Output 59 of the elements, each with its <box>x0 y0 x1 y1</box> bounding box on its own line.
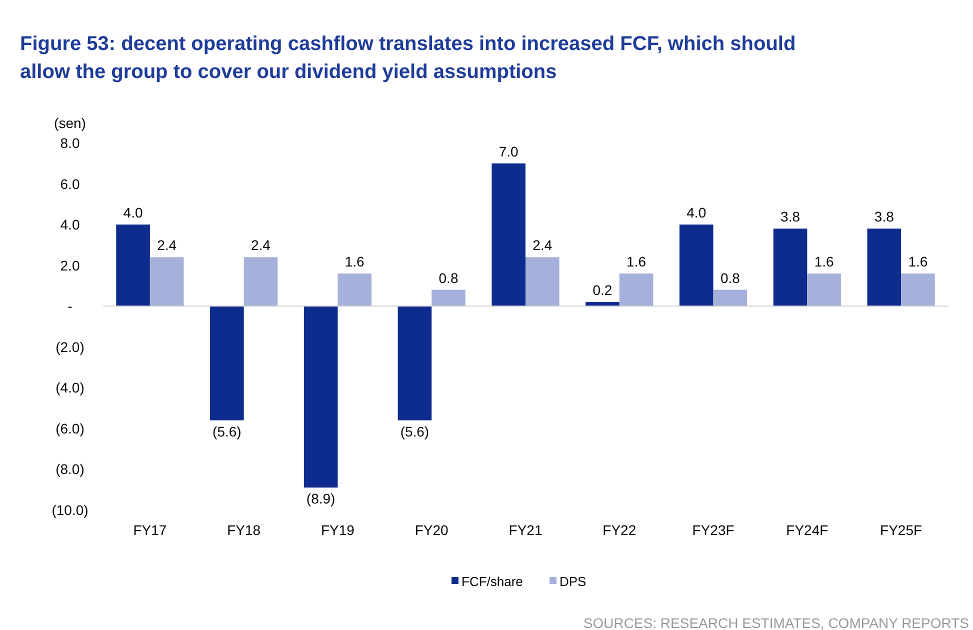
y-tick-label: 6.0 <box>60 176 80 192</box>
data-label: 4.0 <box>123 204 143 221</box>
data-label: 7.0 <box>498 143 519 160</box>
bar <box>901 273 935 306</box>
bar <box>398 306 432 420</box>
bar <box>244 257 278 306</box>
bar <box>526 257 560 306</box>
y-tick-label: (6.0) <box>56 420 84 436</box>
x-tick-label: FY24F <box>786 522 828 538</box>
data-label: (5.6) <box>212 423 242 440</box>
data-label: 0.2 <box>592 282 612 298</box>
x-tick-label: FY20 <box>414 522 449 538</box>
x-tick-label: FY17 <box>133 522 167 538</box>
bar <box>210 306 244 420</box>
data-label: 3.8 <box>780 208 800 225</box>
data-label: (8.9) <box>306 490 336 507</box>
bar <box>116 224 150 306</box>
bar <box>619 273 654 306</box>
data-label: 1.6 <box>908 253 928 270</box>
x-tick-label: FY22 <box>602 522 636 538</box>
data-label: 1.6 <box>626 253 646 270</box>
x-tick-label: FY21 <box>508 522 542 538</box>
bar <box>338 273 372 306</box>
legend-label: FCF/share <box>462 574 523 589</box>
bar <box>867 228 902 306</box>
x-tick-label: FY18 <box>227 522 261 538</box>
y-tick-label: 2.0 <box>60 257 80 274</box>
bar <box>432 290 466 306</box>
data-label: 3.8 <box>874 208 894 225</box>
legend-label: DPS <box>560 574 587 589</box>
bar <box>304 306 338 488</box>
data-label: 2.4 <box>532 237 552 254</box>
data-label: 1.6 <box>814 253 834 270</box>
y-tick-label: (4.0) <box>56 380 84 396</box>
bar <box>807 273 841 306</box>
y-tick-label: - <box>68 298 73 314</box>
y-tick-label: (10.0) <box>52 502 88 518</box>
bar <box>492 163 526 306</box>
data-label: 0.8 <box>720 270 740 286</box>
data-label: 1.6 <box>344 253 365 270</box>
bar <box>679 224 714 306</box>
data-label: 2.4 <box>157 237 177 254</box>
y-tick-label: 4.0 <box>60 216 80 233</box>
data-label: 0.8 <box>438 270 458 286</box>
data-label: (5.6) <box>400 423 430 440</box>
x-tick-label: FY25F <box>880 522 922 538</box>
source-note: SOURCES: RESEARCH ESTIMATES, COMPANY REPORTS <box>583 615 969 630</box>
y-tick-label: (8.0) <box>56 461 84 478</box>
bar <box>713 290 748 306</box>
y-tick-label: 8.0 <box>60 135 80 151</box>
bar <box>773 228 808 306</box>
data-label: 4.0 <box>686 204 706 221</box>
bar <box>150 257 184 306</box>
chart-title: Figure 53: decent operating cashflow translates into increased FCF, which should allow the group to cover our dividend yield assumptions <box>20 33 796 83</box>
y-axis-title: (sen) <box>54 115 86 131</box>
y-tick-label: (2.0) <box>56 338 84 355</box>
x-tick-label: FY23F <box>692 522 734 538</box>
data-label: 2.4 <box>251 237 271 254</box>
x-tick-label: FY19 <box>320 522 355 538</box>
